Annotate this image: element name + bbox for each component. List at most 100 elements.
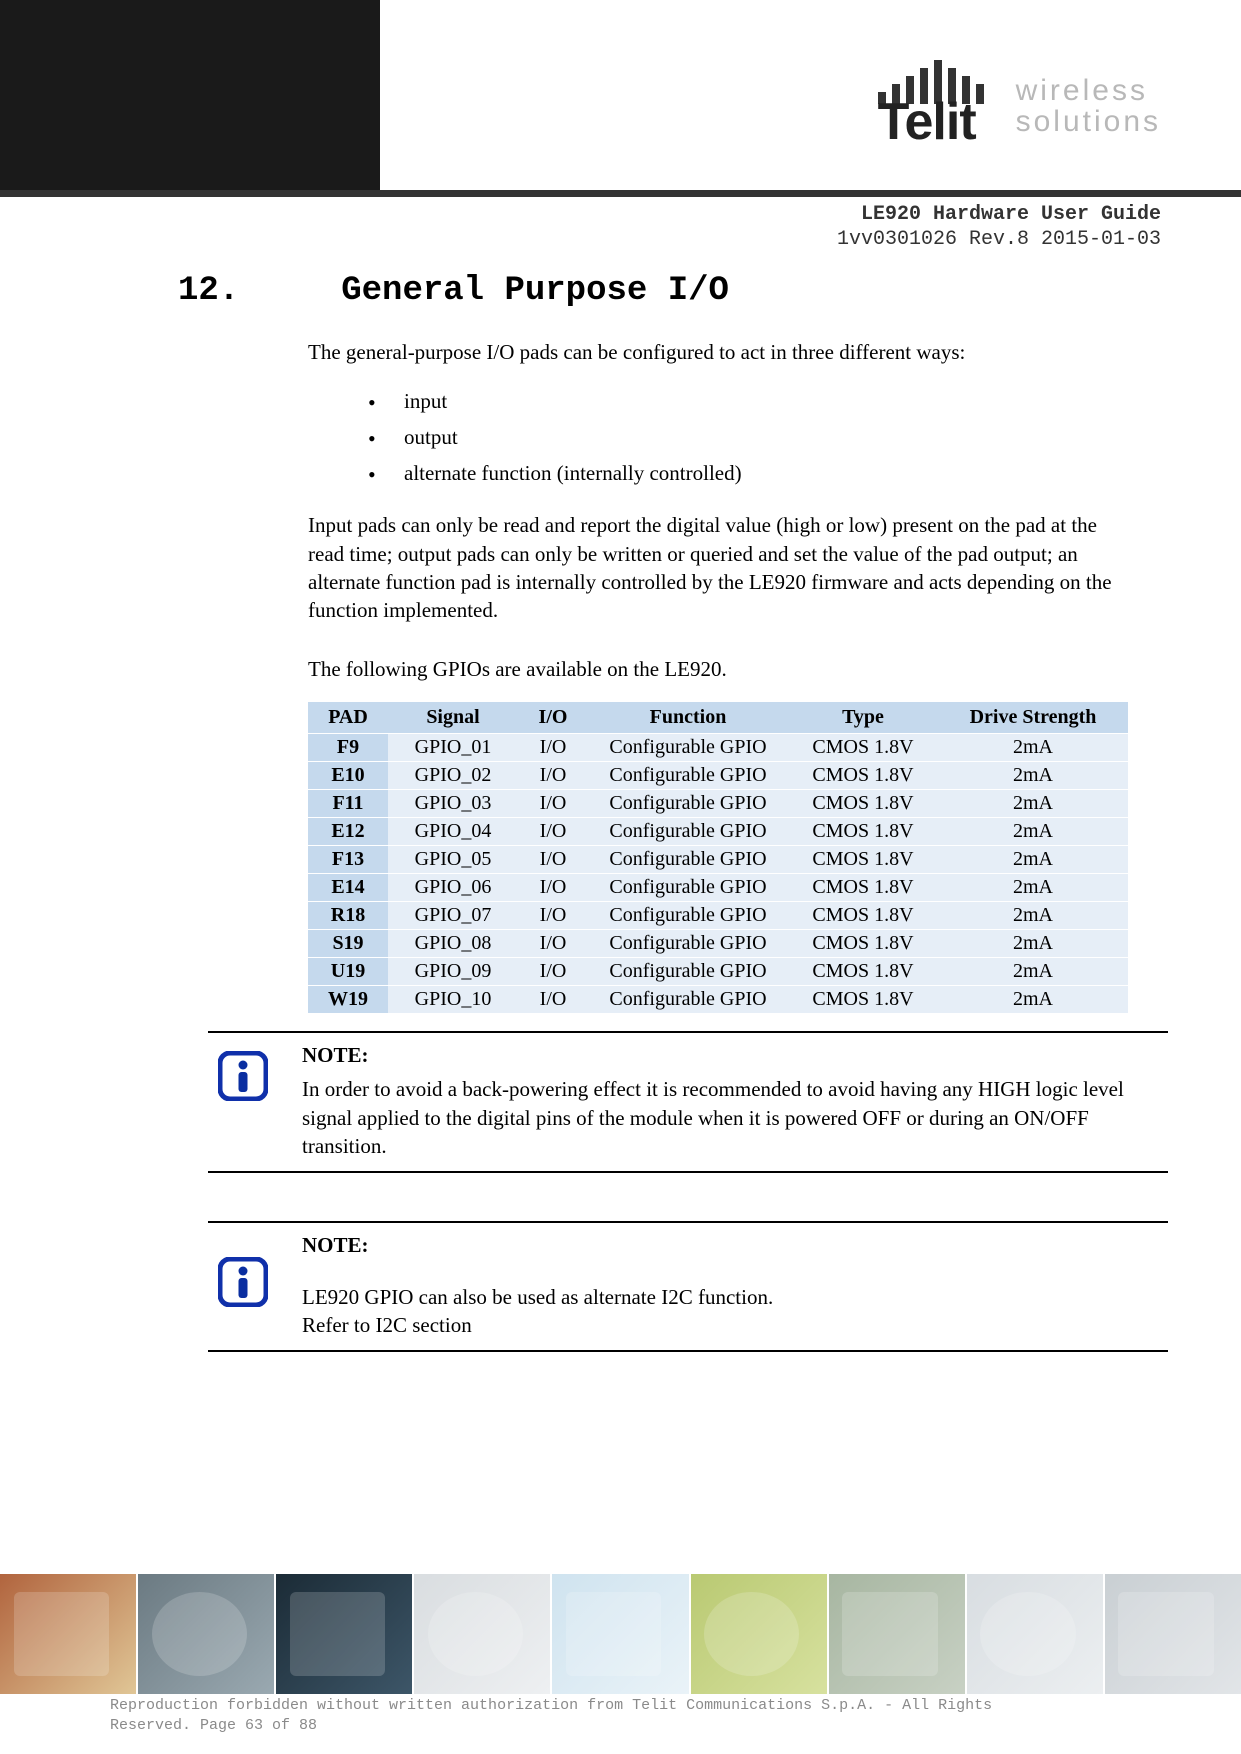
note1-label: NOTE:: [302, 1041, 1168, 1069]
header: Telit wireless solutions: [0, 0, 1241, 190]
table-cell: Configurable GPIO: [588, 762, 788, 790]
table-row: E12GPIO_04I/OConfigurable GPIOCMOS 1.8V2…: [308, 818, 1128, 846]
table-cell: GPIO_04: [388, 818, 518, 846]
explanation-paragraph: Input pads can only be read and report t…: [308, 511, 1138, 624]
footer-tile: [550, 1574, 688, 1694]
doc-revision: 1vv0301026 Rev.8 2015-01-03: [837, 227, 1161, 252]
table-row: F11GPIO_03I/OConfigurable GPIOCMOS 1.8V2…: [308, 790, 1128, 818]
table-row: F13GPIO_05I/OConfigurable GPIOCMOS 1.8V2…: [308, 846, 1128, 874]
table-row: E14GPIO_06I/OConfigurable GPIOCMOS 1.8V2…: [308, 874, 1128, 902]
table-header-cell: PAD: [308, 702, 388, 734]
table-cell: GPIO_01: [388, 734, 518, 762]
table-header-cell: I/O: [518, 702, 588, 734]
table-cell: F13: [308, 846, 388, 874]
table-cell: 2mA: [938, 734, 1128, 762]
note-block-2: NOTE: LE920 GPIO can also be used as alt…: [208, 1221, 1168, 1352]
table-cell: I/O: [518, 846, 588, 874]
table-cell: Configurable GPIO: [588, 734, 788, 762]
copyright: Reproduction forbidden without written a…: [110, 1696, 992, 1737]
table-cell: Configurable GPIO: [588, 986, 788, 1014]
telit-wordmark: Telit: [878, 92, 976, 152]
note-divider: [208, 1350, 1168, 1352]
brand-tagline: wireless solutions: [1016, 75, 1161, 138]
table-cell: CMOS 1.8V: [788, 902, 938, 930]
table-cell: CMOS 1.8V: [788, 874, 938, 902]
table-intro: The following GPIOs are available on the…: [308, 655, 1138, 683]
footer-tile: [1103, 1574, 1241, 1694]
table-cell: 2mA: [938, 818, 1128, 846]
header-right-block: Telit wireless solutions: [380, 0, 1241, 190]
table-cell: CMOS 1.8V: [788, 818, 938, 846]
table-cell: CMOS 1.8V: [788, 762, 938, 790]
table-cell: 2mA: [938, 986, 1128, 1014]
table-cell: I/O: [518, 958, 588, 986]
table-cell: 2mA: [938, 874, 1128, 902]
table-cell: I/O: [518, 762, 588, 790]
table-cell: 2mA: [938, 930, 1128, 958]
table-cell: F11: [308, 790, 388, 818]
table-cell: Configurable GPIO: [588, 902, 788, 930]
note2-text: NOTE: LE920 GPIO can also be used as alt…: [302, 1231, 1168, 1340]
table-cell: Configurable GPIO: [588, 874, 788, 902]
table-cell: I/O: [518, 902, 588, 930]
config-modes-list: inputoutputalternate function (internall…: [368, 384, 1138, 491]
brand-logo: Telit wireless solutions: [878, 60, 1161, 152]
table-cell: Configurable GPIO: [588, 818, 788, 846]
table-cell: CMOS 1.8V: [788, 986, 938, 1014]
table-cell: W19: [308, 986, 388, 1014]
note2-label: NOTE:: [302, 1231, 1168, 1259]
table-row: W19GPIO_10I/OConfigurable GPIOCMOS 1.8V2…: [308, 986, 1128, 1014]
info-icon: [218, 1257, 278, 1307]
table-cell: GPIO_03: [388, 790, 518, 818]
footer-tile: [965, 1574, 1103, 1694]
table-cell: CMOS 1.8V: [788, 930, 938, 958]
note-divider: [208, 1171, 1168, 1173]
table-cell: 2mA: [938, 902, 1128, 930]
list-item: alternate function (internally controlle…: [368, 456, 1138, 492]
section-body: The general-purpose I/O pads can be conf…: [308, 338, 1138, 1352]
table-row: U19GPIO_09I/OConfigurable GPIOCMOS 1.8V2…: [308, 958, 1128, 986]
section-heading: 12. General Purpose I/O: [178, 272, 1158, 310]
table-cell: CMOS 1.8V: [788, 790, 938, 818]
header-left-block: [0, 0, 380, 190]
footer-tile: [827, 1574, 965, 1694]
table-cell: 2mA: [938, 958, 1128, 986]
table-cell: U19: [308, 958, 388, 986]
table-cell: CMOS 1.8V: [788, 958, 938, 986]
intro-paragraph: The general-purpose I/O pads can be conf…: [308, 338, 1138, 366]
info-icon: [218, 1051, 278, 1101]
table-cell: R18: [308, 902, 388, 930]
list-item: input: [368, 384, 1138, 420]
note2-line2: Refer to I2C section: [302, 1311, 1168, 1339]
table-cell: Configurable GPIO: [588, 930, 788, 958]
table-header-cell: Signal: [388, 702, 518, 734]
table-cell: CMOS 1.8V: [788, 846, 938, 874]
table-cell: I/O: [518, 874, 588, 902]
table-cell: I/O: [518, 986, 588, 1014]
footer-tile: [274, 1574, 412, 1694]
table-cell: GPIO_06: [388, 874, 518, 902]
table-cell: S19: [308, 930, 388, 958]
footer-tile: [412, 1574, 550, 1694]
footer-tile: [136, 1574, 274, 1694]
note-block-1: NOTE: In order to avoid a back-powering …: [208, 1031, 1168, 1172]
table-row: S19GPIO_08I/OConfigurable GPIOCMOS 1.8V2…: [308, 930, 1128, 958]
table-cell: GPIO_10: [388, 986, 518, 1014]
table-cell: I/O: [518, 818, 588, 846]
telit-logo-mark: Telit: [878, 60, 998, 152]
footer-image-strip: [0, 1574, 1241, 1694]
table-cell: GPIO_08: [388, 930, 518, 958]
table-header-cell: Drive Strength: [938, 702, 1128, 734]
section-title: General Purpose I/O: [341, 272, 729, 310]
table-header-cell: Function: [588, 702, 788, 734]
page-content: 12. General Purpose I/O The general-purp…: [178, 272, 1158, 1352]
section-number: 12.: [178, 272, 239, 310]
note2-line1: LE920 GPIO can also be used as alternate…: [302, 1283, 1168, 1311]
table-cell: CMOS 1.8V: [788, 734, 938, 762]
copyright-line1: Reproduction forbidden without written a…: [110, 1696, 992, 1716]
table-cell: GPIO_09: [388, 958, 518, 986]
table-cell: I/O: [518, 790, 588, 818]
table-cell: GPIO_05: [388, 846, 518, 874]
gpio-table-head: PADSignalI/OFunctionTypeDrive Strength: [308, 702, 1128, 734]
table-cell: Configurable GPIO: [588, 790, 788, 818]
